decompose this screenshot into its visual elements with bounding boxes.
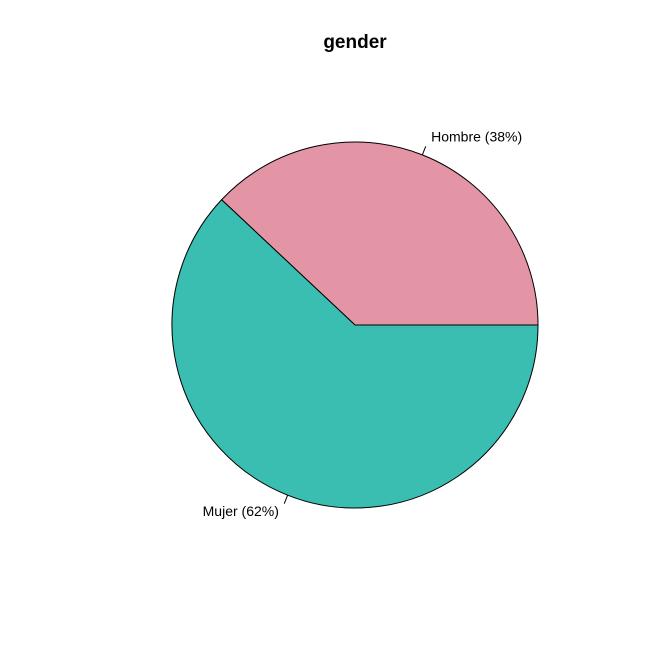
pie-label-tick-hombre [421, 146, 427, 156]
pie-label-hombre: Hombre (38%) [431, 129, 522, 145]
chart-title: gender [323, 32, 387, 53]
pie-label-tick-mujer [283, 494, 289, 504]
pie-labels: Hombre (38%) Mujer (62%) [203, 129, 522, 519]
pie-slice-hombre [220, 141, 539, 326]
pie-label-mujer: Mujer (62%) [203, 503, 279, 519]
pie-slices [171, 141, 539, 509]
